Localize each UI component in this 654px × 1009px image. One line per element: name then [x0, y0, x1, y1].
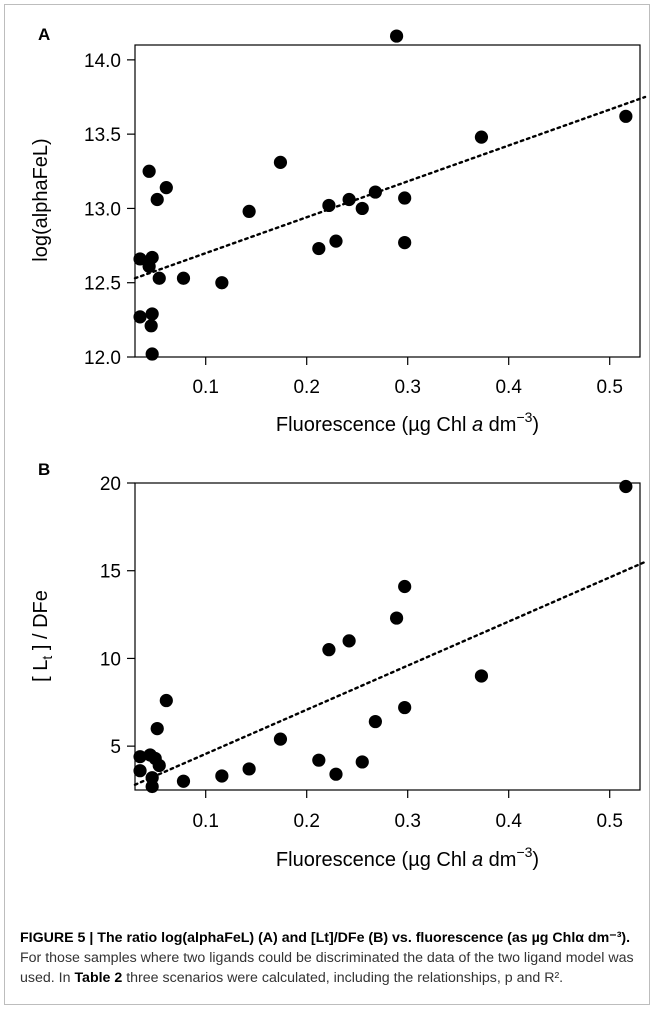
x-tick-label: 0.1: [192, 811, 218, 832]
data-point: [322, 643, 336, 657]
caption-title: FIGURE 5 | The ratio log(alphaFeL) (A) a…: [20, 930, 631, 946]
data-point: [619, 109, 633, 123]
y-tick-label: 13.5: [84, 125, 121, 146]
x-tick-label: 0.5: [596, 377, 622, 398]
x-tick-label: 0.4: [495, 811, 522, 832]
data-point: [133, 310, 147, 324]
data-point: [215, 769, 229, 783]
plot-area-border: [134, 44, 641, 358]
data-point: [144, 319, 158, 333]
data-point: [398, 236, 412, 250]
y-tick-label: 15: [100, 562, 121, 583]
data-point: [152, 271, 166, 285]
x-tick-label: 0.4: [495, 377, 522, 398]
data-point: [322, 198, 336, 213]
data-point: [355, 201, 369, 216]
caption-text-after: three scenarios were calculated, includi…: [122, 970, 564, 986]
y-axis-label: log(alphaFeL): [30, 138, 52, 261]
y-tick-label: 12.5: [84, 274, 121, 295]
y-tick-label: 20: [100, 474, 121, 495]
data-point: [215, 276, 229, 290]
chart-panel-b: B 0.1 0.2 0.3 0.4 0.5 5 10 15 20 Fluorescence (µg …: [30, 460, 647, 871]
y-tick-label: 12.0: [84, 348, 121, 369]
data-point: [145, 771, 159, 785]
data-point: [159, 181, 173, 195]
data-point: [145, 307, 159, 321]
x-tick-label: 0.3: [394, 811, 420, 832]
panel-letter: B: [38, 460, 50, 479]
data-point: [133, 252, 147, 266]
data-point: [474, 669, 489, 683]
data-point: [355, 755, 369, 769]
data-point: [312, 753, 326, 767]
data-point: [398, 700, 412, 715]
figure-charts: A 0.1 0.2 0.3 0.4 0.5 12.0 12.5 13.0 13.5 14.0 Fluo…: [30, 25, 647, 871]
data-point: [145, 250, 159, 265]
data-point: [242, 204, 256, 218]
y-axis-label: [ Lt ] / DFe: [30, 590, 55, 682]
data-point: [329, 234, 343, 248]
data-point: [159, 693, 173, 708]
data-point: [273, 732, 288, 746]
data-point: [389, 29, 404, 43]
data-point: [152, 758, 166, 773]
figure-caption: FIGURE 5 | The ratio log(alphaFeL) (A) a…: [20, 928, 644, 988]
data-point: [176, 271, 191, 285]
data-point: [398, 191, 412, 205]
caption-text-before: For those samples where two ligands coul…: [20, 950, 634, 986]
trend-line: [133, 95, 647, 280]
x-tick-label: 0.2: [293, 377, 319, 398]
data-point: [133, 764, 147, 778]
y-tick-label: 13.0: [84, 199, 121, 220]
data-point: [342, 192, 356, 207]
data-point: [619, 479, 633, 494]
chart-panel-a: A 0.1 0.2 0.3 0.4 0.5 12.0 12.5 13.0 13.5 14.0 Fluo…: [30, 25, 647, 436]
data-point: [368, 185, 382, 199]
data-point: [368, 714, 382, 729]
data-point: [145, 347, 159, 361]
data-point: [150, 722, 164, 736]
x-tick-label: 0.1: [192, 377, 218, 398]
data-point: [242, 762, 256, 776]
caption-table-link[interactable]: Table 2: [74, 970, 123, 986]
x-axis-label: Fluorescence (µg Chl a dm−3): [276, 409, 539, 436]
y-tick-label: 14.0: [84, 51, 121, 72]
y-tick-label: 5: [110, 737, 121, 758]
data-point: [312, 241, 326, 256]
x-tick-label: 0.5: [596, 811, 622, 832]
trend-line: [133, 560, 647, 786]
x-tick-label: 0.3: [394, 377, 420, 398]
y-tick-label: 10: [100, 649, 121, 670]
figure-frame: [4, 4, 650, 1005]
data-point: [474, 130, 489, 144]
x-tick-label: 0.2: [293, 811, 319, 832]
data-point: [273, 155, 288, 169]
data-point: [342, 634, 356, 648]
data-point: [398, 579, 412, 594]
panel-letter: A: [38, 25, 50, 44]
data-point: [150, 192, 164, 207]
data-point: [329, 767, 343, 781]
plot-area-border: [134, 482, 641, 791]
data-point: [133, 750, 147, 764]
data-point: [176, 774, 191, 788]
data-point: [389, 611, 404, 625]
x-axis-label: Fluorescence (µg Chl a dm−3): [276, 844, 539, 871]
data-point: [142, 164, 156, 178]
